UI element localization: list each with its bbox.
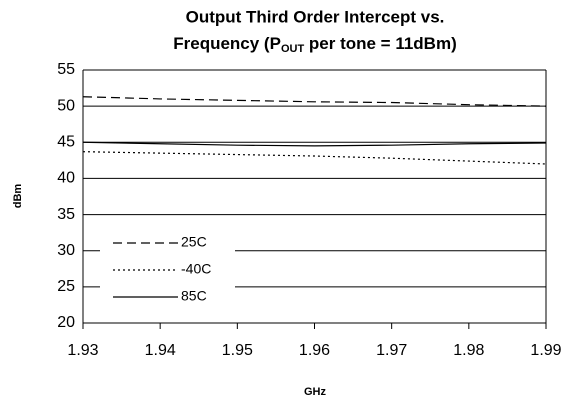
y-tick-label: 20 — [57, 314, 75, 331]
x-tick-label: 1.94 — [145, 342, 176, 359]
y-tick-label: 55 — [57, 61, 75, 78]
legend-label: 85C — [181, 288, 207, 304]
legend-label: 25C — [181, 234, 207, 250]
x-tick-label: 1.97 — [376, 342, 407, 359]
y-tick-label: 30 — [57, 242, 75, 259]
data-line — [82, 96, 547, 107]
legend-box — [100, 229, 235, 313]
y-tick-label: 25 — [57, 278, 75, 295]
x-tick-label: 1.99 — [530, 342, 561, 359]
y-tick-label: 40 — [57, 170, 75, 187]
chart-title: Frequency (POUT per tone = 11dBm) — [173, 34, 457, 54]
title-part: per tone = 11dBm) — [304, 34, 457, 53]
x-tick-label: 1.96 — [299, 342, 330, 359]
y-tick-label: 45 — [57, 134, 75, 151]
x-tick-label: 1.95 — [222, 342, 253, 359]
x-axis-label: GHz — [304, 386, 327, 398]
legend-label: -40C — [181, 261, 211, 277]
y-tick-label: 50 — [57, 97, 75, 114]
data-line — [82, 151, 547, 165]
data-line — [82, 141, 547, 147]
chart-title: Output Third Order Intercept vs. — [186, 7, 445, 26]
title-part: Frequency (P — [173, 34, 281, 53]
y-axis-label: dBm — [12, 184, 24, 209]
title-subscript: OUT — [281, 43, 305, 55]
y-tick-label: 35 — [57, 206, 75, 223]
x-tick-label: 1.93 — [67, 342, 98, 359]
x-tick-label: 1.98 — [453, 342, 484, 359]
